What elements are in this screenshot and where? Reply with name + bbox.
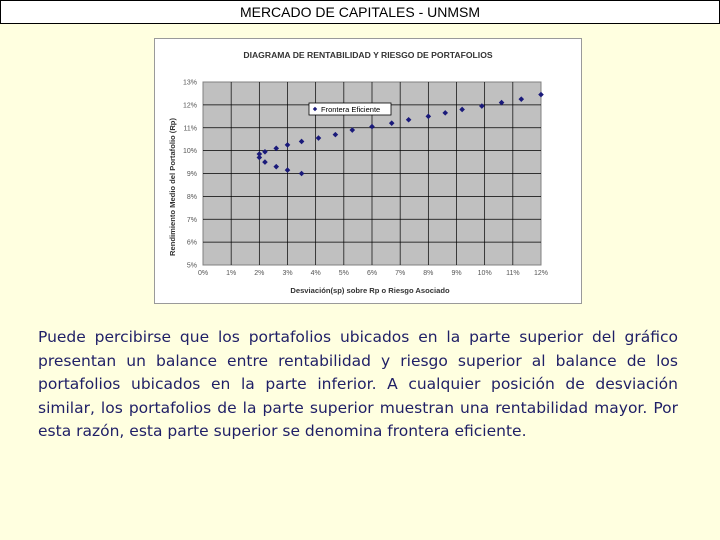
data-point <box>284 167 291 173</box>
data-point <box>405 116 412 123</box>
data-point <box>442 110 449 116</box>
x-tick-labels: 0% 1% 2% 3% 4% 5% 6% 7% 8% 9% 10% 11% 12% <box>198 270 548 277</box>
x-tick-label: 5% <box>339 270 349 277</box>
y-tick-label: 6% <box>187 240 197 247</box>
y-tick-label: 12% <box>183 102 197 109</box>
page-header: MERCADO DE CAPITALES - UNMSM <box>0 0 720 24</box>
x-tick-label: 11% <box>506 270 520 277</box>
data-point <box>332 131 339 138</box>
x-tick-label: 9% <box>451 270 461 277</box>
y-tick-label: 7% <box>187 217 197 224</box>
y-tick-label: 11% <box>184 125 198 132</box>
data-point <box>518 96 525 102</box>
data-point <box>298 170 305 177</box>
y-tick-label: 5% <box>187 263 197 270</box>
x-tick-label: 7% <box>395 270 405 277</box>
y-tick-labels: 5% 6% 7% 8% 9% 10% 11% 12% 13% <box>183 80 197 270</box>
data-point <box>369 123 375 130</box>
data-point <box>273 163 280 170</box>
x-tick-label: 4% <box>311 270 321 277</box>
data-point <box>273 145 280 152</box>
data-point <box>349 127 356 133</box>
x-tick-label: 1% <box>226 270 236 277</box>
explanation-paragraph: Puede percibirse que los portafolios ubi… <box>38 328 678 440</box>
y-tick-label: 10% <box>183 148 197 155</box>
risk-return-chart: DIAGRAMA DE RENTABILIDAD Y RIESGO DE POR… <box>168 50 548 295</box>
data-point <box>425 113 432 120</box>
data-point <box>262 159 268 165</box>
chart-legend: Frontera Eficiente <box>308 102 392 116</box>
x-tick-label: 8% <box>423 270 433 277</box>
x-axis-label: Desviación(sp) sobre Rp o Riesgo Asociad… <box>290 286 450 295</box>
data-point <box>498 99 505 106</box>
page-title: MERCADO DE CAPITALES - UNMSM <box>239 4 481 20</box>
data-point <box>459 106 465 113</box>
legend-box <box>308 102 392 116</box>
data-point <box>298 138 305 145</box>
x-tick-label: 3% <box>282 270 292 277</box>
legend-marker <box>312 106 318 112</box>
x-tick-label: 10% <box>478 270 492 277</box>
y-axis-label: Rendimiento Medio del Portafolio (Rp) <box>168 118 177 256</box>
y-tick-label: 9% <box>187 171 197 178</box>
x-tick-label: 6% <box>367 270 377 277</box>
data-point <box>284 142 291 148</box>
x-tick-label: 0% <box>198 270 208 277</box>
data-point <box>479 103 485 109</box>
chart-title: DIAGRAMA DE RENTABILIDAD Y RIESGO DE POR… <box>243 50 492 60</box>
x-tick-label: 2% <box>254 270 264 277</box>
x-tick-label: 12% <box>534 270 548 277</box>
y-tick-label: 8% <box>187 194 197 201</box>
legend-label: Frontera Eficiente <box>321 105 380 114</box>
y-tick-label: 13% <box>183 80 197 87</box>
chart-frame: DIAGRAMA DE RENTABILIDAD Y RIESGO DE POR… <box>154 38 582 304</box>
data-point <box>388 120 395 126</box>
